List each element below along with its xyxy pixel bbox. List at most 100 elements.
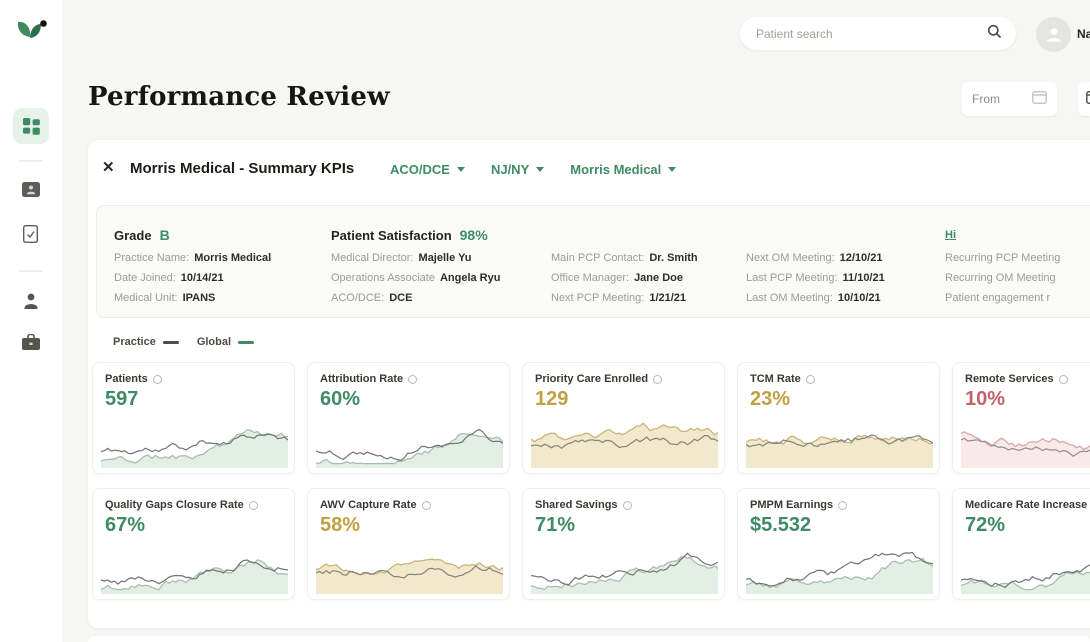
search-icon[interactable] — [987, 24, 1002, 44]
filter-bar: ACO/DCE NJ/NY Morris Medical — [390, 162, 677, 177]
kpi-card-attribution-rate[interactable]: Attribution Rate 60% — [307, 362, 510, 474]
summary-column-contacts: Main PCP Contact: Dr. Smith Office Manage… — [551, 222, 698, 308]
filter-region[interactable]: NJ/NY — [490, 162, 545, 177]
kpi-label: AWV Capture Rate — [320, 499, 417, 511]
person-icon — [24, 293, 38, 309]
kpi-label: PMPM Earnings — [750, 499, 834, 511]
filter-label: NJ/NY — [490, 162, 530, 177]
chevron-down-icon — [668, 167, 677, 172]
kpi-card-shared-savings[interactable]: Shared Savings 71% — [522, 488, 725, 600]
field-value: 1/21/21 — [649, 292, 687, 304]
field-label: Operations Associate — [331, 272, 435, 284]
date-from-label: From — [972, 92, 1000, 106]
sparkline-chart — [961, 564, 1090, 594]
search-input[interactable] — [754, 25, 987, 42]
info-icon[interactable] — [248, 500, 258, 510]
date-to-field[interactable] — [1078, 82, 1090, 116]
user-avatar[interactable] — [1036, 17, 1071, 52]
kpi-card-awv-capture-rate[interactable]: AWV Capture Rate 58% — [307, 488, 510, 600]
legend-label: Practice — [113, 336, 156, 348]
chevron-down-icon — [456, 167, 465, 172]
info-icon[interactable] — [421, 500, 431, 510]
summary-column-satisfaction: Patient Satisfaction 98% Medical Directo… — [331, 222, 500, 308]
filter-practice[interactable]: Morris Medical — [570, 162, 677, 177]
info-icon[interactable] — [152, 374, 162, 384]
kpi-label: Shared Savings — [535, 499, 618, 511]
field-value: 10/14/21 — [180, 272, 224, 284]
field-value: DCE — [389, 292, 413, 304]
sidebar-divider — [19, 270, 43, 272]
sparkline-chart — [746, 551, 933, 594]
legend-label: Global — [196, 336, 232, 348]
date-from-field[interactable]: From — [962, 82, 1057, 116]
field-label: Last PCP Meeting: — [746, 272, 838, 284]
kpi-value: 58% — [320, 514, 361, 536]
close-icon[interactable]: ✕ — [102, 159, 115, 176]
sparkline-chart — [531, 422, 718, 468]
info-icon[interactable] — [408, 374, 418, 384]
kpi-card-medicare-rate-increase[interactable]: Medicare Rate Increase 72% — [952, 488, 1090, 600]
field-value: Majelle Yu — [418, 252, 472, 264]
sidebar-item-reports[interactable] — [22, 224, 39, 248]
legend-line-swatch — [238, 340, 255, 344]
field-label: ACO/DCE: — [331, 292, 385, 304]
sidebar-item-dashboard[interactable] — [13, 108, 49, 144]
sparkline-chart — [101, 429, 288, 468]
sparkline-chart — [746, 434, 933, 468]
practice-summary-box: Grade B Practice Name: Morris Medical Dat… — [96, 205, 1090, 318]
filter-aco-dce[interactable]: ACO/DCE — [390, 162, 465, 177]
field-label: Medical Director: — [331, 252, 414, 264]
sparkline-chart — [316, 558, 503, 594]
chevron-down-icon — [536, 167, 545, 172]
sparkline-chart — [961, 431, 1090, 468]
legend-global[interactable]: Global — [196, 336, 255, 348]
kpi-value: 67% — [105, 514, 146, 536]
kpi-card-remote-services[interactable]: Remote Services 10% — [952, 362, 1090, 474]
calendar-icon — [1032, 90, 1047, 109]
kpi-value: 129 — [535, 388, 569, 410]
field-label: Patient engagement r — [945, 292, 1051, 304]
satisfaction-label: Patient Satisfaction — [331, 227, 452, 243]
kpi-label: Priority Care Enrolled — [535, 373, 649, 385]
history-link[interactable]: Hi — [945, 229, 956, 241]
kpi-card-tcm-rate[interactable]: TCM Rate 23% — [737, 362, 940, 474]
kpi-value: 23% — [750, 388, 791, 410]
kpi-label: Quality Gaps Closure Rate — [105, 499, 244, 511]
satisfaction-value: 98% — [459, 227, 488, 243]
field-label: Medical Unit: — [114, 292, 178, 304]
field-value: IPANS — [182, 292, 216, 304]
field-label: Office Manager: — [551, 272, 630, 284]
info-icon[interactable] — [1058, 374, 1068, 384]
kpi-card-quality-gaps-closure-rate[interactable]: Quality Gaps Closure Rate 67% — [92, 488, 295, 600]
field-label: Recurring PCP Meeting — [945, 252, 1061, 264]
kpi-card-pmpm-earnings[interactable]: PMPM Earnings $5.532 — [737, 488, 940, 600]
field-label: Practice Name: — [114, 252, 190, 264]
sparkline-chart — [101, 559, 288, 594]
field-value: Angela Ryu — [439, 272, 501, 284]
dashboard-grid-icon — [22, 117, 40, 135]
info-icon[interactable] — [838, 500, 848, 510]
sparkline-chart — [531, 552, 718, 594]
kpi-label: Remote Services — [965, 373, 1054, 385]
info-icon[interactable] — [653, 374, 663, 384]
kpi-value: 71% — [535, 514, 576, 536]
sidebar-item-profile[interactable] — [23, 293, 39, 315]
user-name[interactable]: Na — [1077, 27, 1090, 41]
field-value: 11/10/21 — [842, 272, 885, 284]
kpi-label: Patients — [105, 373, 148, 385]
legend-line-swatch — [162, 340, 179, 344]
patient-search[interactable] — [740, 17, 1016, 50]
next-section-edge — [88, 636, 1090, 642]
info-icon[interactable] — [805, 374, 815, 384]
sidebar-item-practice[interactable] — [22, 333, 40, 355]
info-icon[interactable] — [622, 500, 632, 510]
kpi-card-priority-care-enrolled[interactable]: Priority Care Enrolled 129 — [522, 362, 725, 474]
kpi-card-patients[interactable]: Patients 597 — [92, 362, 295, 474]
page-title: Performance Review — [88, 82, 390, 112]
summary-kpis-panel: ✕ Morris Medical - Summary KPIs ACO/DCE … — [88, 140, 1090, 628]
sidebar-item-patients[interactable] — [22, 182, 40, 202]
legend-practice[interactable]: Practice — [113, 336, 179, 348]
summary-column-meetings: Next OM Meeting: 12/10/21 Last PCP Meetin… — [746, 222, 885, 308]
summary-column-grade: Grade B Practice Name: Morris Medical Dat… — [114, 222, 271, 308]
grade-label: Grade — [114, 227, 152, 243]
